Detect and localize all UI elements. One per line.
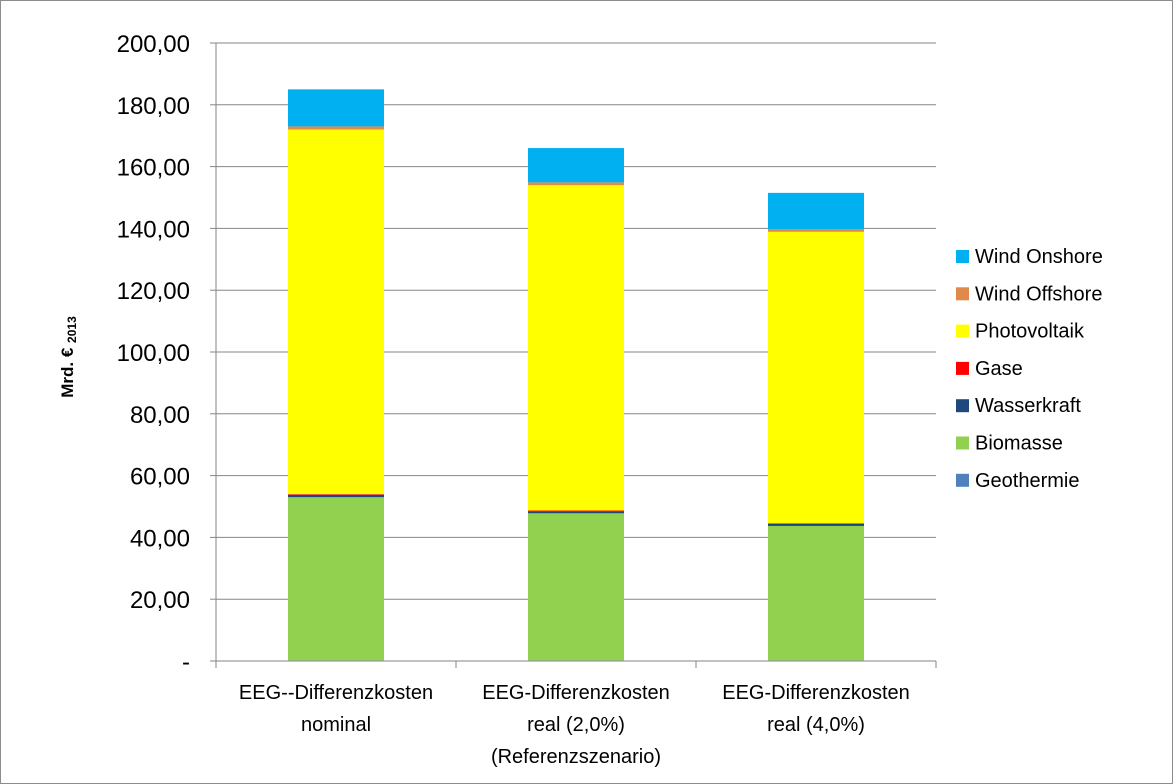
bar-segment: [768, 525, 864, 661]
x-tick-label-line: nominal: [301, 714, 371, 736]
bar-segment: [288, 494, 384, 498]
x-tick-labels: EEG--Differenzkosten nominal EEG-Differenz…: [239, 682, 910, 768]
bar-segment: [768, 523, 864, 526]
bar-segment: [288, 126, 384, 130]
bar-segment: [288, 494, 384, 495]
y-tick-label: 60,00: [130, 464, 190, 491]
y-tick-label: 160,00: [117, 155, 190, 182]
y-tick-label: 80,00: [130, 402, 190, 429]
legend-label: Photovoltaik: [975, 321, 1085, 343]
legend-swatch: [956, 473, 969, 487]
bar-segment: [768, 229, 864, 232]
axes: [210, 42, 937, 668]
legend-label: Geothermie: [975, 470, 1080, 492]
bar-segment: [768, 192, 864, 230]
legend-label: Wind Offshore: [975, 283, 1102, 305]
bar-segment: [528, 511, 624, 514]
bar-segment: [528, 148, 624, 183]
legend-label: Wasserkraft: [975, 395, 1081, 417]
bar-segment: [288, 89, 384, 127]
bar-segment: [528, 510, 624, 512]
y-tick-label: 40,00: [130, 525, 190, 552]
x-tick-label-line: real (4,0%): [767, 714, 865, 736]
legend-label: Wind Onshore: [975, 246, 1103, 268]
y-tick-label: 20,00: [130, 587, 190, 614]
legend-swatch: [956, 399, 969, 413]
bar-segment: [528, 185, 624, 511]
legend-label: Biomasse: [975, 433, 1063, 455]
y-axis-label: Mrd. € 2013: [58, 316, 79, 398]
y-tick-label: 200,00: [117, 31, 190, 58]
y-tick-label: 140,00: [117, 216, 190, 243]
y-tick-label: 100,00: [117, 340, 190, 367]
x-tick-label-line: real (2,0%): [527, 714, 625, 736]
legend: Wind Onshore Wind Offshore Photovoltaik Gas…: [956, 246, 1103, 492]
bar-segment: [528, 182, 624, 186]
x-tick-label: EEG-Differenzkosten real (2,0%) (Referenzs…: [482, 682, 670, 768]
legend-swatch: [956, 250, 969, 263]
y-tick-label: 120,00: [117, 278, 190, 305]
legend-swatch: [956, 324, 969, 338]
y-axis-label-subscript: 2013: [65, 316, 79, 343]
legend-swatch: [956, 361, 969, 375]
y-axis-label-main: Mrd. €: [58, 347, 77, 398]
x-tick-label-line: EEG--Differenzkosten: [239, 682, 433, 704]
bars: [288, 89, 864, 661]
legend-swatch: [956, 436, 969, 450]
bar-segment: [528, 513, 624, 661]
legend-label: Gase: [975, 358, 1023, 380]
bar-segment: [288, 497, 384, 661]
y-tick-label: -: [182, 649, 190, 676]
y-tick-label: 180,00: [117, 93, 190, 120]
bar-segment: [768, 523, 864, 524]
x-tick-label-line: EEG-Differenzkosten: [722, 682, 910, 704]
legend-swatch: [956, 287, 969, 301]
x-tick-label: EEG-Differenzkosten real (4,0%): [722, 682, 910, 736]
bar-segment: [288, 129, 384, 495]
x-tick-label-line: EEG-Differenzkosten: [482, 682, 670, 704]
x-tick-label-line: (Referenzszenario): [491, 746, 661, 768]
bar-segment: [768, 231, 864, 524]
y-tick-labels: - 20,00 40,00 60,00 80,00 100,00 120,00 140,00 1…: [117, 31, 190, 676]
x-tick-label: EEG--Differenzkosten nominal: [239, 682, 433, 736]
